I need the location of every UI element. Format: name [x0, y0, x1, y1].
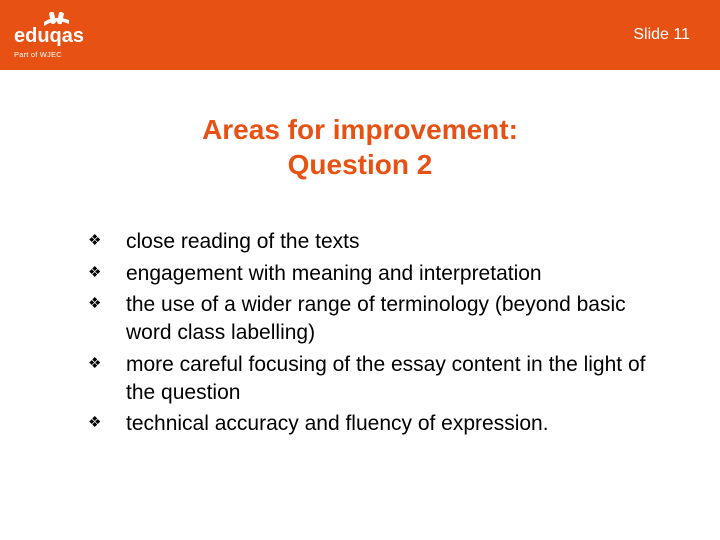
bullet-list: ❖ close reading of the texts ❖ engagement w… [88, 228, 660, 438]
diamond-bullet-icon: ❖ [88, 356, 104, 372]
diamond-bullet-icon: ❖ [88, 296, 104, 312]
title-line-1: Areas for improvement: [0, 112, 720, 147]
list-item-text: close reading of the texts [126, 228, 359, 256]
list-item: ❖ technical accuracy and fluency of expre… [88, 410, 660, 438]
diamond-bullet-icon: ❖ [88, 233, 104, 249]
logo-text: eduqas [14, 25, 84, 47]
logo-subtext: Part of WJEC [14, 50, 62, 59]
slide-title: Areas for improvement: Question 2 [0, 112, 720, 182]
list-item-text: more careful focusing of the essay conte… [126, 351, 660, 406]
title-line-2: Question 2 [0, 147, 720, 182]
eduqas-logo-icon: eduqas [14, 12, 110, 48]
list-item: ❖ close reading of the texts [88, 228, 660, 256]
diamond-bullet-icon: ❖ [88, 415, 104, 431]
list-item: ❖ the use of a wider range of terminology… [88, 291, 660, 346]
slide-number: Slide 11 [633, 26, 690, 44]
list-item-text: engagement with meaning and interpretati… [126, 260, 542, 288]
list-item-text: the use of a wider range of terminology … [126, 291, 660, 346]
header-bar: eduqas Part of WJEC Slide 11 [0, 0, 720, 70]
list-item: ❖ engagement with meaning and interpretat… [88, 260, 660, 288]
list-item: ❖ more careful focusing of the essay cont… [88, 351, 660, 406]
list-item-text: technical accuracy and fluency of expres… [126, 410, 549, 438]
diamond-bullet-icon: ❖ [88, 265, 104, 281]
brand-logo: eduqas Part of WJEC [14, 12, 110, 59]
